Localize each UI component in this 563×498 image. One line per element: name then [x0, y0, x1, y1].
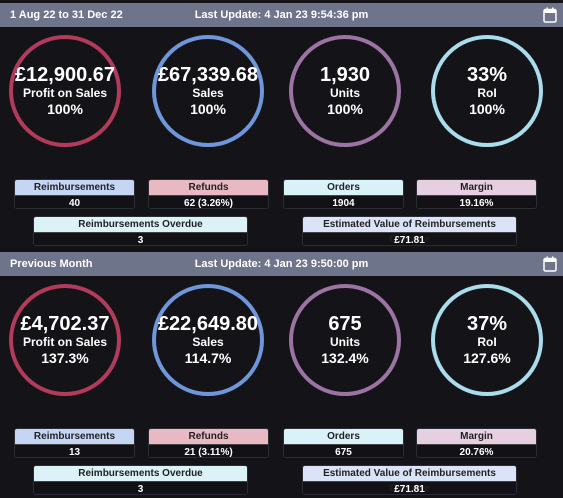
orders-title: Orders — [284, 180, 403, 195]
margin-value: 20.76% — [417, 444, 536, 457]
orders-value: 1904 — [284, 195, 403, 208]
reimbursements-title: Reimbursements — [15, 180, 134, 195]
reimbursements-overdue-card[interactable]: Reimbursements Overdue 3 — [33, 216, 248, 246]
roi-percent: 127.6% — [463, 350, 511, 366]
summary-panel-previous-month: Previous Month Last Update: 4 Jan 23 9:5… — [0, 249, 563, 498]
sales-label: Sales — [192, 335, 224, 349]
summary-panel-current: 1 Aug 22 to 31 Dec 22 Last Update: 4 Jan… — [0, 3, 563, 246]
panel-header: Previous Month Last Update: 4 Jan 23 9:5… — [0, 252, 563, 276]
reimbursements-card[interactable]: Reimbursements 40 — [14, 179, 135, 209]
roi-percent: 100% — [469, 101, 505, 117]
margin-card[interactable]: Margin 20.76% — [416, 428, 537, 458]
roi-value: 37% — [466, 313, 508, 335]
roi-label: RoI — [477, 335, 497, 349]
margin-card[interactable]: Margin 19.16% — [416, 179, 537, 209]
reimbursements-card[interactable]: Reimbursements 13 — [14, 428, 135, 458]
margin-title: Margin — [417, 429, 536, 444]
profit-label: Profit on Sales — [22, 86, 108, 100]
roi-circle: 37% RoI 127.6% — [431, 284, 543, 396]
sales-label: Sales — [192, 86, 224, 100]
roi-circle: 33% RoI 100% — [431, 35, 543, 147]
profit-percent: 100% — [47, 101, 83, 117]
estimated-value-card[interactable]: Estimated Value of Reimbursements Overdu… — [302, 465, 517, 495]
units-value: 675 — [328, 313, 362, 335]
estimated-value-card[interactable]: Estimated Value of Reimbursements Overdu… — [302, 216, 517, 246]
sales-percent: 100% — [190, 101, 226, 117]
units-label: Units — [330, 86, 360, 100]
profit-value: £4,702.37 — [20, 313, 110, 335]
reimbursements-overdue-title: Reimbursements Overdue — [34, 466, 247, 481]
profit-value: £12,900.67 — [14, 64, 116, 86]
reimbursements-value: 13 — [15, 444, 134, 457]
sales-percent: 114.7% — [184, 350, 232, 366]
reimbursements-overdue-value: 3 — [34, 481, 247, 494]
estimated-value-title: Estimated Value of Reimbursements Overdu… — [303, 217, 516, 245]
refunds-title: Refunds — [149, 429, 268, 444]
refunds-title: Refunds — [149, 180, 268, 195]
last-update-label: Last Update: 4 Jan 23 9:54:36 pm — [194, 9, 369, 21]
profit-on-sales-circle: £4,702.37 Profit on Sales 137.3% — [9, 284, 121, 396]
refunds-card[interactable]: Refunds 21 (3.11%) — [148, 428, 269, 458]
units-percent: 132.4% — [321, 350, 369, 366]
profit-label: Profit on Sales — [22, 335, 108, 349]
sales-value: £22,649.80 — [157, 313, 259, 335]
refunds-value: 21 (3.11%) — [149, 444, 268, 457]
calendar-icon[interactable] — [543, 7, 557, 26]
reimbursements-overdue-value: 3 — [34, 232, 247, 245]
units-circle: 675 Units 132.4% — [289, 284, 401, 396]
sales-circle: £67,339.68 Sales 100% — [152, 35, 264, 147]
profit-percent: 137.3% — [41, 350, 89, 366]
reimbursements-overdue-card[interactable]: Reimbursements Overdue 3 — [33, 465, 248, 495]
last-update-label: Last Update: 4 Jan 23 9:50:00 pm — [194, 258, 369, 270]
orders-card[interactable]: Orders 675 — [283, 428, 404, 458]
estimated-value-value: £71.81 — [303, 481, 516, 494]
reimbursements-title: Reimbursements — [15, 429, 134, 444]
margin-value: 19.16% — [417, 195, 536, 208]
units-circle: 1,930 Units 100% — [289, 35, 401, 147]
estimated-value-value: £71.81 — [303, 232, 516, 245]
reimbursements-overdue-title: Reimbursements Overdue — [34, 217, 247, 232]
date-range-label: Previous Month — [10, 258, 93, 270]
sales-circle: £22,649.80 Sales 114.7% — [152, 284, 264, 396]
roi-label: RoI — [477, 86, 497, 100]
margin-title: Margin — [417, 180, 536, 195]
calendar-icon[interactable] — [543, 256, 557, 275]
reimbursements-value: 40 — [15, 195, 134, 208]
units-label: Units — [330, 335, 360, 349]
refunds-card[interactable]: Refunds 62 (3.26%) — [148, 179, 269, 209]
roi-value: 33% — [466, 64, 508, 86]
orders-value: 675 — [284, 444, 403, 457]
units-percent: 100% — [327, 101, 363, 117]
units-value: 1,930 — [319, 64, 371, 86]
estimated-value-title: Estimated Value of Reimbursements Overdu… — [303, 466, 516, 494]
orders-card[interactable]: Orders 1904 — [283, 179, 404, 209]
panel-header: 1 Aug 22 to 31 Dec 22 Last Update: 4 Jan… — [0, 3, 563, 27]
date-range-label: 1 Aug 22 to 31 Dec 22 — [10, 9, 123, 21]
orders-title: Orders — [284, 429, 403, 444]
refunds-value: 62 (3.26%) — [149, 195, 268, 208]
sales-value: £67,339.68 — [157, 64, 259, 86]
profit-on-sales-circle: £12,900.67 Profit on Sales 100% — [9, 35, 121, 147]
